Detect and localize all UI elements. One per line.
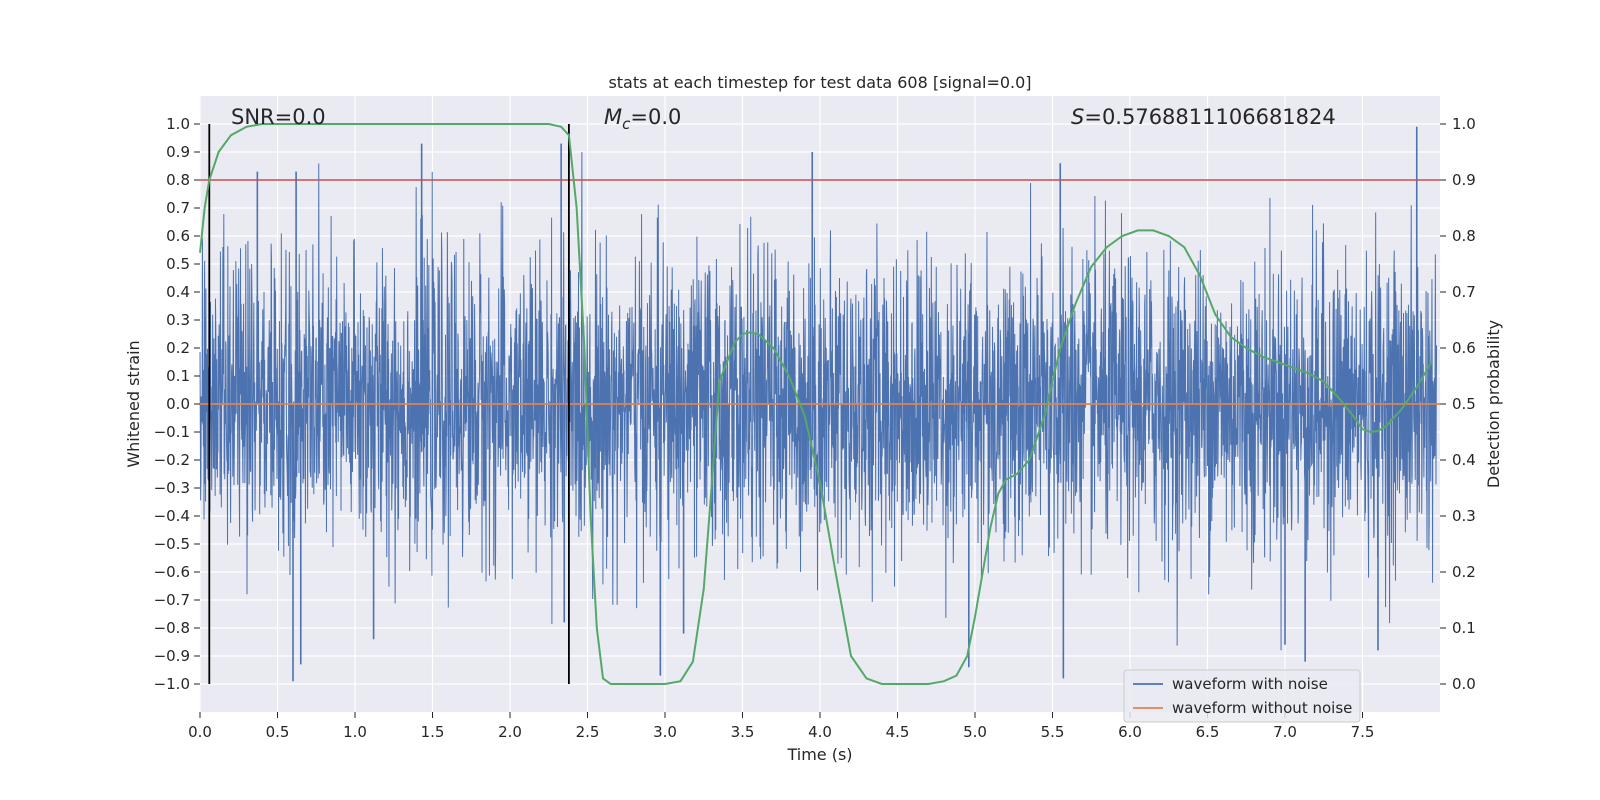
s-annotation: S=0.5768811106681824 — [1071, 105, 1336, 129]
x-tick-label: 1.0 — [343, 723, 367, 741]
x-tick-label: 3.5 — [731, 723, 755, 741]
y2-tick-label: 0.5 — [1452, 395, 1476, 413]
y-tick-label: −0.3 — [154, 479, 190, 497]
s-value: =0.5768811106681824 — [1084, 105, 1335, 129]
x-tick-label: 0.0 — [188, 723, 212, 741]
y-tick-label: −0.8 — [154, 619, 190, 637]
noisy-waveform-series — [199, 126, 1438, 682]
mc-value: =0.0 — [630, 105, 681, 129]
y-tick-label: −0.4 — [154, 507, 190, 525]
x-tick-label: 2.0 — [498, 723, 522, 741]
y-tick-label: 0.7 — [166, 199, 190, 217]
y2-tick-label: 0.9 — [1452, 171, 1476, 189]
mc-symbol: M — [604, 105, 622, 129]
y-tick-label: 0.1 — [166, 367, 190, 385]
mc-annotation: Mc=0.0 — [604, 105, 681, 133]
y2-axis-label: Detection probability — [1484, 320, 1503, 488]
y-tick-label: 1.0 — [166, 115, 190, 133]
x-axis-label: Time (s) — [786, 745, 852, 764]
legend-label-noisy: waveform with noise — [1172, 675, 1328, 693]
y-tick-label: −0.1 — [154, 423, 190, 441]
y2-tick-label: 0.7 — [1452, 283, 1476, 301]
detection-probability-line — [199, 123, 1434, 685]
y-tick-label: −0.7 — [154, 591, 190, 609]
y2-tick-label: 0.2 — [1452, 563, 1476, 581]
chart-title: stats at each timestep for test data 608… — [608, 73, 1031, 92]
x-tick-label: 6.0 — [1118, 723, 1142, 741]
snr-annotation: SNR=0.0 — [231, 105, 326, 129]
y-tick-label: −0.5 — [154, 535, 190, 553]
s-symbol: S — [1071, 105, 1084, 129]
y-tick-label: 0.8 — [166, 171, 190, 189]
y2-tick-label: 0.6 — [1452, 339, 1476, 357]
axes: −1.0 −0.9 −0.8 −0.7 −0.6 −0.5 −0.4 −0.3 −0.2 −0.1… — [154, 115, 1476, 741]
x-tick-label: 2.5 — [576, 723, 600, 741]
x-tick-label: 7.0 — [1273, 723, 1297, 741]
x-tick-label: 6.5 — [1196, 723, 1220, 741]
y-tick-label: 0.2 — [166, 339, 190, 357]
x-tick-label: 5.0 — [963, 723, 987, 741]
y-tick-label: 0.4 — [166, 283, 190, 301]
y2-tick-label: 0.8 — [1452, 227, 1476, 245]
y-tick-label: −0.9 — [154, 647, 190, 665]
x-tick-label: 3.0 — [653, 723, 677, 741]
x-tick-label: 0.5 — [266, 723, 290, 741]
legend: waveform with noise waveform without noi… — [1123, 669, 1361, 723]
y2-tick-label: 0.3 — [1452, 507, 1476, 525]
y-tick-label: −0.2 — [154, 451, 190, 469]
y-tick-label: 0.9 — [166, 143, 190, 161]
x-tick-label: 5.5 — [1041, 723, 1065, 741]
y-tick-label: 0.6 — [166, 227, 190, 245]
x-tick-label: 4.5 — [886, 723, 910, 741]
overlay-layer — [199, 123, 1440, 685]
y-tick-label: −1.0 — [154, 675, 190, 693]
y-tick-label: 0.5 — [166, 255, 190, 273]
y-tick-label: 0.0 — [166, 395, 190, 413]
noisy-waveform-line — [199, 151, 1438, 651]
y2-tick-label: 1.0 — [1452, 115, 1476, 133]
y2-tick-label: 0.0 — [1452, 675, 1476, 693]
y-tick-label: −0.6 — [154, 563, 190, 581]
y-tick-label: 0.3 — [166, 311, 190, 329]
mc-subscript: c — [622, 115, 631, 133]
legend-label-clean: waveform without noise — [1172, 699, 1352, 717]
x-tick-label: 1.5 — [421, 723, 445, 741]
x-tick-label: 7.5 — [1351, 723, 1375, 741]
y2-tick-label: 0.1 — [1452, 619, 1476, 637]
x-tick-label: 4.0 — [808, 723, 832, 741]
y2-tick-label: 0.4 — [1452, 451, 1476, 469]
legend-box — [1123, 669, 1361, 723]
y-axis-label: Whitened strain — [124, 340, 143, 467]
